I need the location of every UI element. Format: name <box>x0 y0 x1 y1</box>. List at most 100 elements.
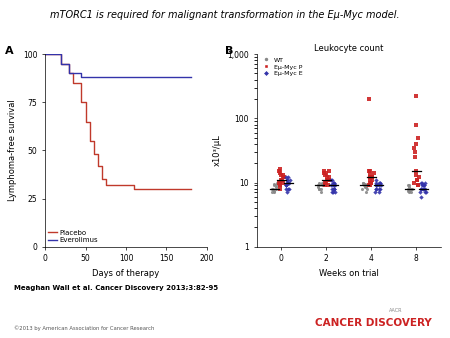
Point <box>367 183 374 188</box>
Point <box>272 183 279 188</box>
Point <box>359 186 366 191</box>
Point <box>331 186 338 191</box>
Point <box>277 170 284 176</box>
Point <box>322 170 329 176</box>
Point <box>271 183 278 188</box>
Point <box>319 183 326 188</box>
Point <box>422 180 429 185</box>
Point <box>330 180 337 185</box>
Point <box>411 154 418 160</box>
Point <box>365 169 373 174</box>
Point <box>412 172 419 178</box>
Text: Meaghan Wall et al. Cancer Discovery 2013;3:82-95: Meaghan Wall et al. Cancer Discovery 201… <box>14 285 218 291</box>
Point <box>414 183 421 188</box>
Point <box>365 183 373 188</box>
Point <box>419 183 427 188</box>
Point <box>276 183 284 188</box>
Point <box>320 169 328 174</box>
Point <box>419 186 427 191</box>
Point <box>373 183 380 188</box>
Point <box>282 183 289 188</box>
Point <box>270 188 278 193</box>
Point <box>417 194 424 199</box>
Point <box>367 180 374 185</box>
Point <box>375 190 382 195</box>
Point <box>277 186 284 191</box>
Point <box>279 180 287 185</box>
Point <box>415 175 423 180</box>
Point <box>280 175 287 180</box>
Point <box>366 172 373 178</box>
Point <box>315 183 322 188</box>
Point <box>420 183 427 188</box>
Point <box>283 180 290 185</box>
Point <box>377 186 384 191</box>
Text: B: B <box>225 46 234 56</box>
Point <box>329 190 336 195</box>
Point <box>363 186 370 191</box>
Point <box>283 180 290 185</box>
Point <box>412 141 419 147</box>
Point <box>269 186 276 191</box>
Y-axis label: Lymphoma-free survival: Lymphoma-free survival <box>8 99 17 201</box>
Point <box>271 190 278 195</box>
Legend: WT, Eμ-Myc P, Eμ-Myc E: WT, Eμ-Myc P, Eμ-Myc E <box>260 57 302 76</box>
Point <box>268 190 275 195</box>
Point <box>417 180 424 185</box>
Point <box>409 186 416 191</box>
X-axis label: Days of therapy: Days of therapy <box>92 269 160 278</box>
Point <box>324 183 331 188</box>
Text: A: A <box>4 46 13 56</box>
Point <box>285 180 292 185</box>
X-axis label: Weeks on trial: Weeks on trial <box>319 269 379 278</box>
Point <box>331 183 338 188</box>
Point <box>417 190 424 195</box>
Point <box>317 190 324 195</box>
Point <box>368 177 375 183</box>
Point <box>370 170 377 176</box>
Point <box>321 183 328 188</box>
Point <box>363 183 370 188</box>
Point <box>362 183 369 188</box>
Point <box>361 181 369 187</box>
Point <box>369 175 376 180</box>
Point <box>405 183 412 188</box>
Point <box>375 186 382 191</box>
Point <box>282 183 289 188</box>
Point <box>324 175 331 180</box>
Point <box>283 183 290 188</box>
Text: mTORC1 is required for malignant transformation in the Eμ-Myc model.: mTORC1 is required for malignant transfo… <box>50 10 400 20</box>
Point <box>362 184 369 190</box>
Point <box>412 94 419 99</box>
Point <box>405 186 412 191</box>
Point <box>319 180 326 185</box>
Point <box>285 180 292 185</box>
Point <box>366 177 373 183</box>
Point <box>407 190 414 195</box>
Y-axis label: x10³/μL: x10³/μL <box>212 135 221 166</box>
Point <box>373 186 380 191</box>
Point <box>283 190 290 195</box>
Point <box>412 122 419 127</box>
Point <box>331 186 338 191</box>
Point <box>284 177 291 183</box>
Point <box>418 183 425 188</box>
Point <box>373 186 380 191</box>
Point <box>314 184 321 190</box>
Point <box>268 186 275 191</box>
Point <box>361 184 369 190</box>
Point <box>414 177 421 183</box>
Point <box>277 172 284 178</box>
Point <box>284 186 292 191</box>
Point <box>373 180 380 185</box>
Point <box>413 169 420 174</box>
Point <box>422 190 429 195</box>
Point <box>325 169 332 174</box>
Point <box>413 177 420 183</box>
Point <box>369 175 376 180</box>
Point <box>410 145 417 150</box>
Point <box>410 180 417 185</box>
Point <box>372 190 379 195</box>
Point <box>321 180 328 185</box>
Point <box>284 177 291 183</box>
